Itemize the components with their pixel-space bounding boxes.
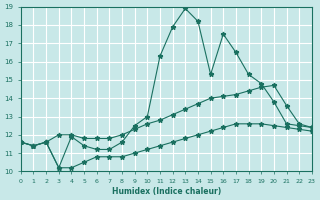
X-axis label: Humidex (Indice chaleur): Humidex (Indice chaleur) (112, 187, 221, 196)
